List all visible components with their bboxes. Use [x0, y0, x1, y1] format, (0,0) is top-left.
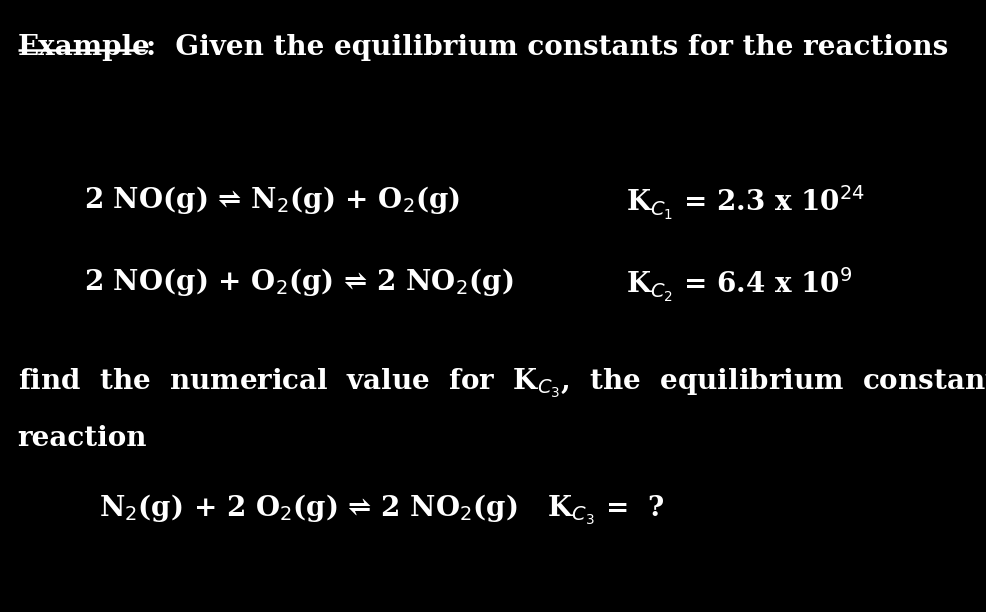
Text: reaction: reaction — [18, 425, 147, 452]
Text: 2 NO(g) ⇌ N$_2$(g) + O$_2$(g): 2 NO(g) ⇌ N$_2$(g) + O$_2$(g) — [84, 184, 460, 215]
Text: K$_{C_1}$ = 2.3 x 10$^{24}$: K$_{C_1}$ = 2.3 x 10$^{24}$ — [626, 184, 866, 222]
Text: :  Given the equilibrium constants for the reactions: : Given the equilibrium constants for th… — [146, 34, 949, 61]
Text: 2 NO(g) + O$_2$(g) ⇌ 2 NO$_2$(g): 2 NO(g) + O$_2$(g) ⇌ 2 NO$_2$(g) — [84, 266, 514, 298]
Text: K$_{C_2}$ = 6.4 x 10$^{9}$: K$_{C_2}$ = 6.4 x 10$^{9}$ — [626, 266, 853, 304]
Text: Example: Example — [18, 34, 151, 61]
Text: find  the  numerical  value  for  K$_{C_3}$,  the  equilibrium  constant  for  t: find the numerical value for K$_{C_3}$, … — [18, 367, 986, 400]
Text: N$_2$(g) + 2 O$_2$(g) ⇌ 2 NO$_2$(g)   K$_{C_3}$ =  ?: N$_2$(g) + 2 O$_2$(g) ⇌ 2 NO$_2$(g) K$_{… — [99, 493, 665, 527]
